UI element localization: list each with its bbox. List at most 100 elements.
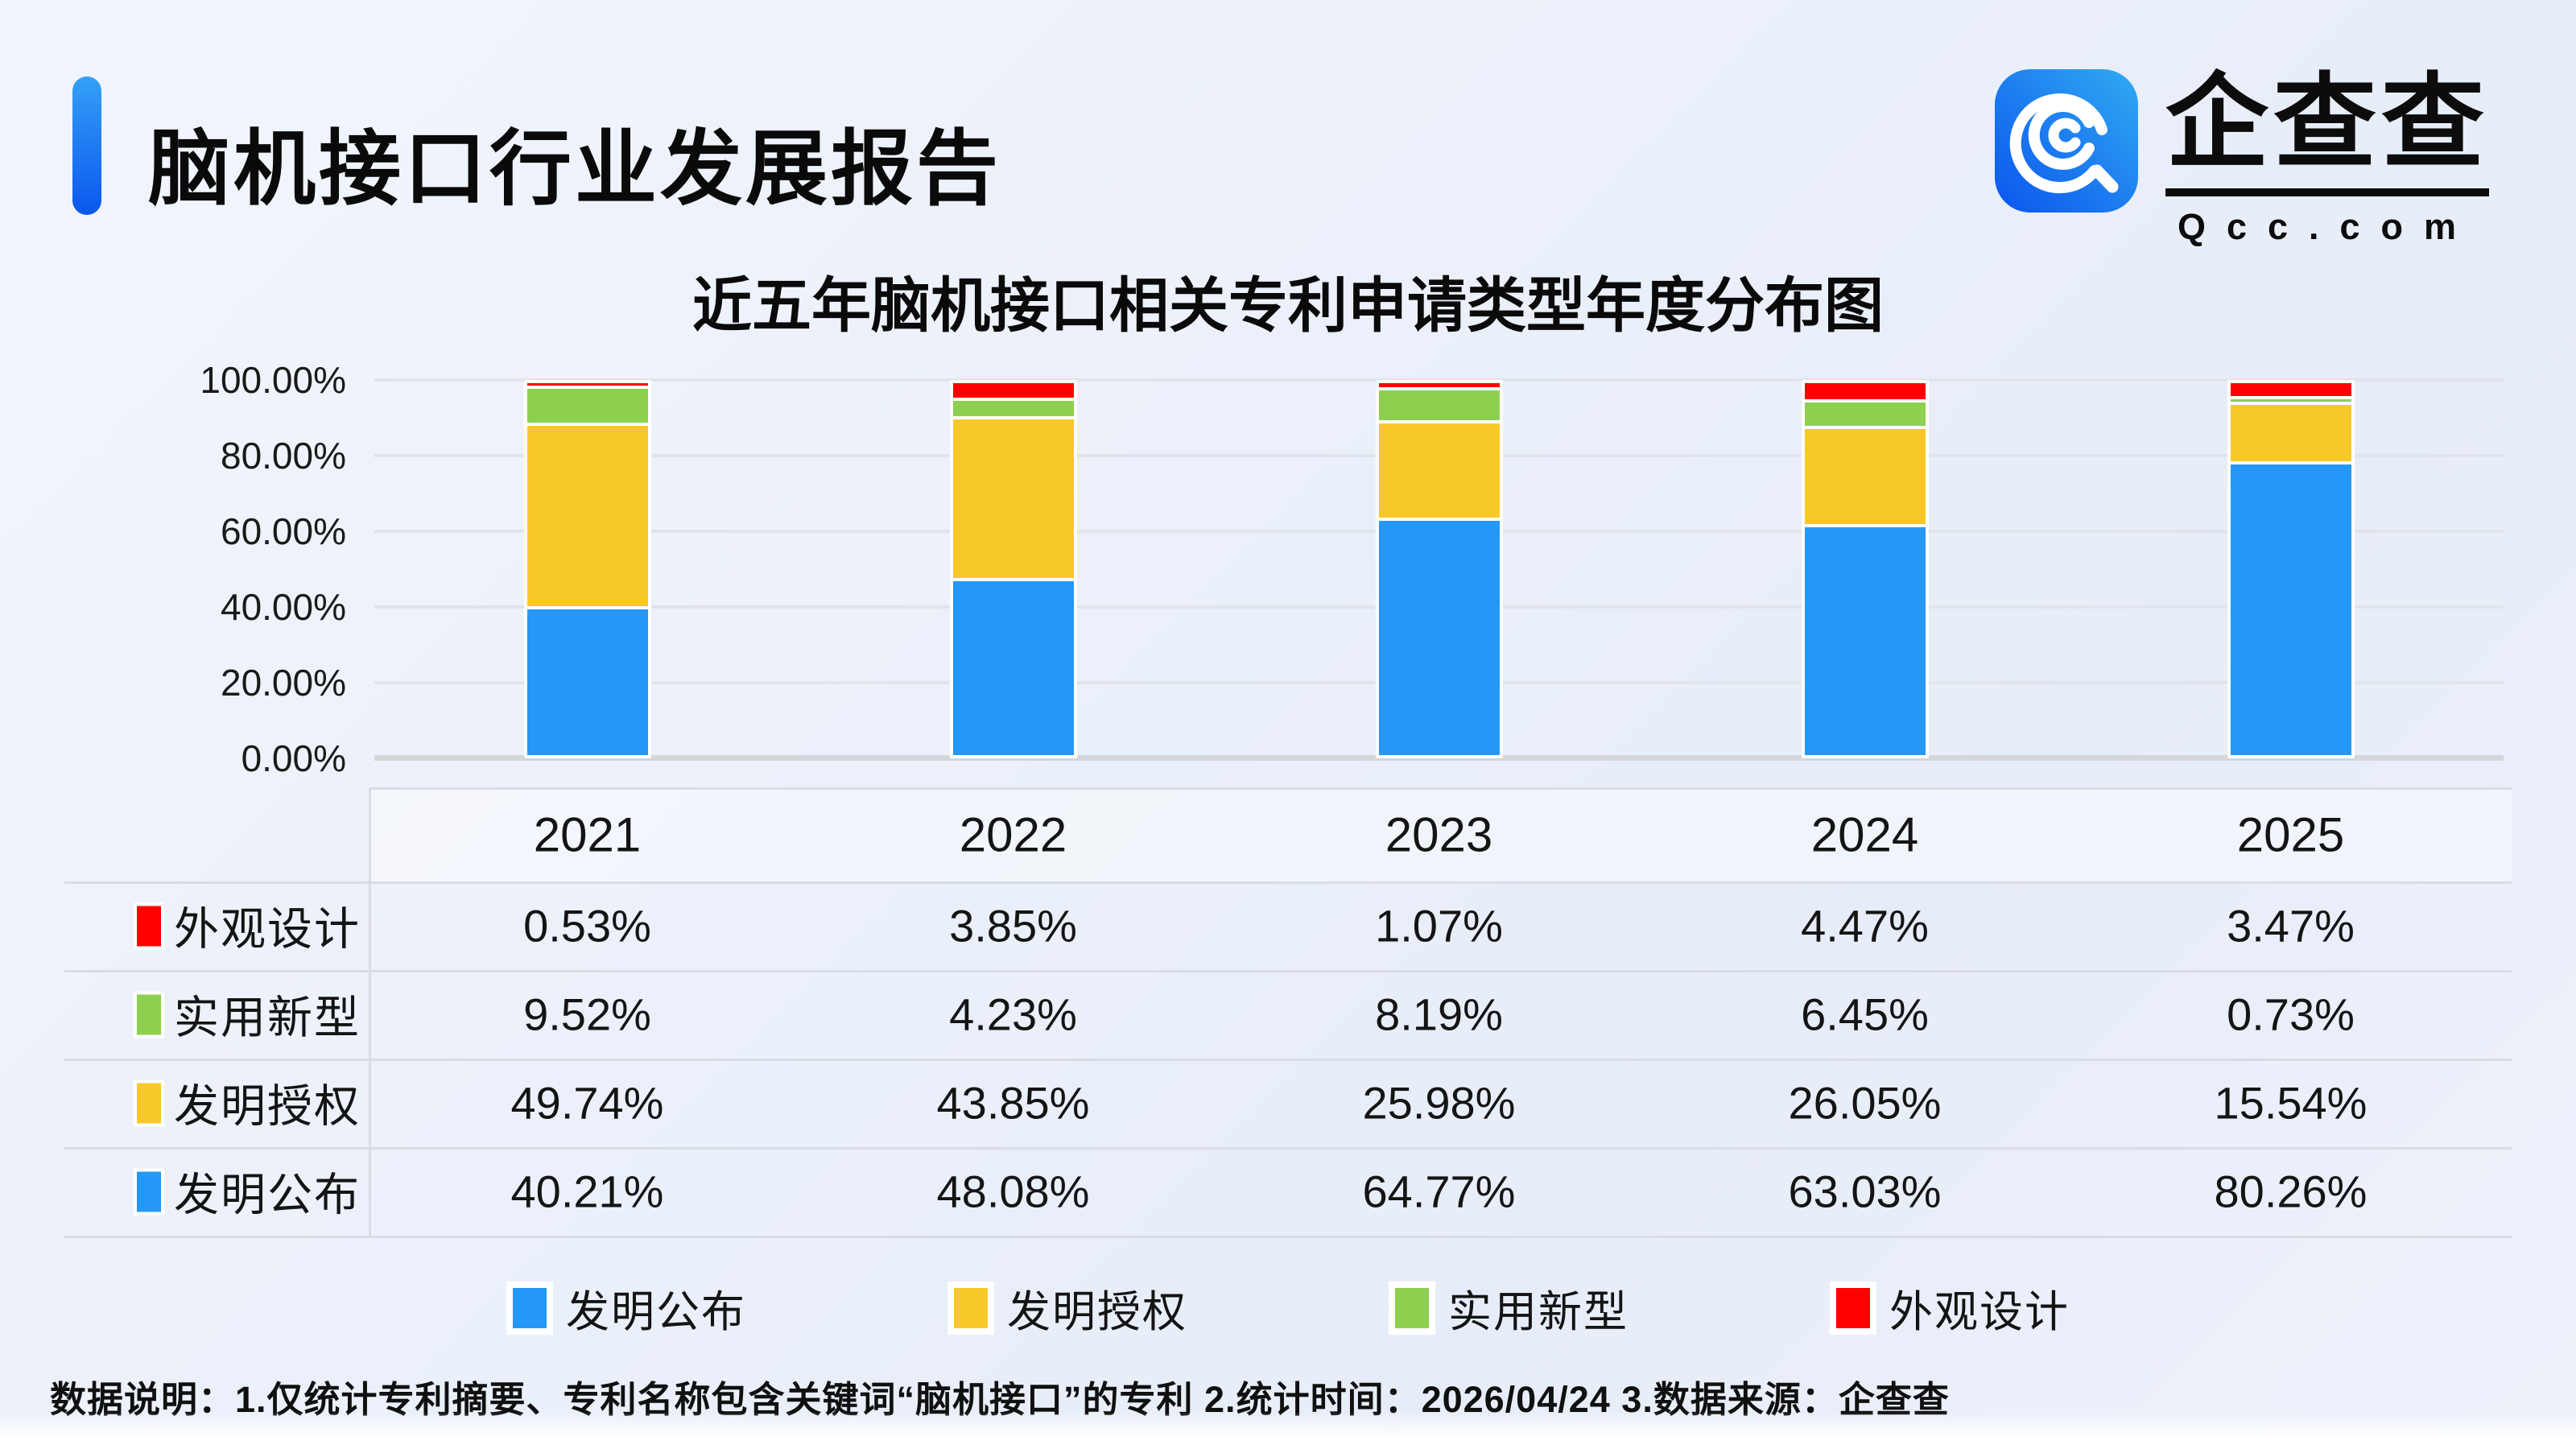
table-value-发明公布-2023: 64.77% bbox=[1362, 1166, 1516, 1217]
series-marker-发明授权 bbox=[134, 1080, 164, 1126]
legend-label-外观设计: 外观设计 bbox=[1889, 1288, 2070, 1336]
bar-2022-segment-发明授权 bbox=[952, 419, 1074, 578]
y-tick-20.00%: 20.00% bbox=[220, 662, 346, 704]
bar-2023-segment-实用新型 bbox=[1378, 390, 1500, 420]
plot-area bbox=[374, 378, 2504, 761]
table-line-row-3 bbox=[64, 1147, 2512, 1150]
table-value-外观设计-2025: 3.47% bbox=[2227, 900, 2355, 952]
table-row-label-发明授权: 发明授权 bbox=[134, 1071, 361, 1136]
bar-2024-segment-发明授权 bbox=[1804, 429, 1926, 524]
bar-2021-segment-外观设计 bbox=[526, 383, 648, 386]
table-value-发明公布-2022: 48.08% bbox=[936, 1166, 1090, 1217]
bar-2024-segment-实用新型 bbox=[1804, 402, 1926, 427]
bar-2025-segment-发明授权 bbox=[2230, 405, 2351, 461]
table-line-row-1 bbox=[64, 970, 2512, 972]
series-marker-外观设计 bbox=[134, 902, 164, 949]
gridline-100.00% bbox=[374, 378, 2504, 382]
page-title: 脑机接口行业发展报告 bbox=[148, 123, 1001, 215]
bar-2025-segment-外观设计 bbox=[2230, 383, 2351, 396]
table-value-发明授权-2022: 43.85% bbox=[936, 1077, 1090, 1129]
table-line-vertical bbox=[369, 787, 371, 1236]
bar-2025 bbox=[2227, 380, 2355, 758]
table-line-row-2 bbox=[64, 1059, 2512, 1061]
legend-swatch-发明公布 bbox=[506, 1281, 553, 1335]
table-line-row-4 bbox=[64, 1236, 2512, 1238]
bar-2023-segment-发明公布 bbox=[1378, 520, 1500, 755]
bar-2021-segment-实用新型 bbox=[526, 388, 648, 423]
table-value-发明授权-2023: 25.98% bbox=[1362, 1077, 1516, 1129]
table-year-2023: 2023 bbox=[1385, 807, 1493, 861]
legend-swatch-实用新型 bbox=[1389, 1281, 1435, 1335]
bar-2025-segment-实用新型 bbox=[2230, 398, 2351, 402]
y-tick-40.00%: 40.00% bbox=[220, 586, 346, 628]
qcc-logo-text: 企查查 Qcc.com bbox=[2165, 68, 2489, 248]
chart-title: 近五年脑机接口相关专利申请类型年度分布图 bbox=[692, 272, 1884, 339]
table-value-实用新型-2025: 0.73% bbox=[2227, 989, 2355, 1040]
table-row-label-发明公布: 发明公布 bbox=[134, 1159, 361, 1224]
y-tick-80.00%: 80.00% bbox=[220, 435, 346, 477]
table-value-发明公布-2024: 63.03% bbox=[1788, 1166, 1942, 1217]
bar-2024-segment-外观设计 bbox=[1804, 383, 1926, 400]
chart-legend: 发明公布 发明授权 实用新型 外观设计 bbox=[0, 1276, 2576, 1340]
qcc-logo-name: 企查查 bbox=[2165, 68, 2489, 197]
bar-2023-segment-发明授权 bbox=[1378, 423, 1500, 518]
table-row-label-外观设计: 外观设计 bbox=[134, 894, 361, 959]
table-value-外观设计-2023: 1.07% bbox=[1375, 900, 1503, 952]
series-name-发明公布: 发明公布 bbox=[174, 1169, 361, 1220]
table-header-background bbox=[369, 787, 2512, 881]
table-value-发明授权-2025: 15.54% bbox=[2214, 1077, 2368, 1129]
series-name-发明授权: 发明授权 bbox=[174, 1080, 361, 1132]
table-value-外观设计-2024: 4.47% bbox=[1801, 900, 1929, 952]
series-name-实用新型: 实用新型 bbox=[174, 992, 361, 1043]
bar-2021-segment-发明授权 bbox=[526, 426, 648, 607]
bar-2022-segment-实用新型 bbox=[952, 400, 1074, 416]
legend-item-发明授权: 发明授权 bbox=[947, 1276, 1187, 1340]
legend-swatch-外观设计 bbox=[1830, 1281, 1876, 1335]
table-year-2024: 2024 bbox=[1810, 807, 1919, 861]
table-value-发明公布-2021: 40.21% bbox=[510, 1166, 664, 1217]
bar-2023 bbox=[1375, 380, 1503, 758]
bar-2022-segment-外观设计 bbox=[952, 383, 1074, 398]
legend-label-发明授权: 发明授权 bbox=[1007, 1288, 1187, 1336]
qcc-magnifier-icon bbox=[1994, 69, 2138, 213]
table-year-2025: 2025 bbox=[2236, 807, 2345, 861]
table-year-2021: 2021 bbox=[533, 807, 642, 861]
qcc-logo: 企查查 Qcc.com bbox=[1994, 68, 2489, 248]
bar-2025-segment-发明公布 bbox=[2230, 464, 2351, 755]
bar-2021 bbox=[523, 380, 651, 758]
bar-2023-segment-外观设计 bbox=[1378, 383, 1500, 388]
table-value-外观设计-2021: 0.53% bbox=[523, 900, 651, 952]
legend-label-实用新型: 实用新型 bbox=[1448, 1288, 1629, 1336]
bar-2024 bbox=[1801, 380, 1929, 758]
table-row-label-实用新型: 实用新型 bbox=[134, 982, 361, 1047]
series-name-外观设计: 外观设计 bbox=[174, 903, 361, 955]
table-year-2022: 2022 bbox=[959, 807, 1067, 861]
table-value-发明授权-2024: 26.05% bbox=[1788, 1077, 1942, 1129]
table-line-row-0 bbox=[64, 881, 2512, 884]
table-value-发明授权-2021: 49.74% bbox=[510, 1077, 664, 1129]
bar-2021-segment-发明公布 bbox=[526, 609, 648, 755]
legend-swatch-发明授权 bbox=[947, 1281, 994, 1335]
legend-item-发明公布: 发明公布 bbox=[506, 1276, 746, 1340]
bar-2024-segment-发明公布 bbox=[1804, 526, 1926, 755]
table-value-外观设计-2022: 3.85% bbox=[949, 900, 1077, 952]
table-value-实用新型-2022: 4.23% bbox=[949, 989, 1077, 1040]
table-value-实用新型-2023: 8.19% bbox=[1375, 989, 1503, 1040]
y-tick-100.00%: 100.00% bbox=[200, 359, 346, 401]
bar-2022 bbox=[949, 380, 1077, 758]
series-marker-发明公布 bbox=[134, 1168, 164, 1215]
y-tick-60.00%: 60.00% bbox=[220, 510, 346, 552]
title-accent-bar bbox=[72, 76, 101, 215]
table-line-top bbox=[369, 787, 2512, 790]
bottom-fade bbox=[0, 1412, 2576, 1449]
series-marker-实用新型 bbox=[134, 991, 164, 1038]
table-value-实用新型-2021: 9.52% bbox=[523, 989, 651, 1040]
table-value-实用新型-2024: 6.45% bbox=[1801, 989, 1929, 1040]
qcc-logo-domain: Qcc.com bbox=[2177, 206, 2478, 248]
bar-2022-segment-发明公布 bbox=[952, 580, 1074, 755]
legend-item-实用新型: 实用新型 bbox=[1389, 1276, 1629, 1340]
y-tick-0.00%: 0.00% bbox=[241, 737, 346, 779]
legend-label-发明公布: 发明公布 bbox=[566, 1288, 746, 1336]
legend-item-外观设计: 外观设计 bbox=[1830, 1276, 2070, 1340]
